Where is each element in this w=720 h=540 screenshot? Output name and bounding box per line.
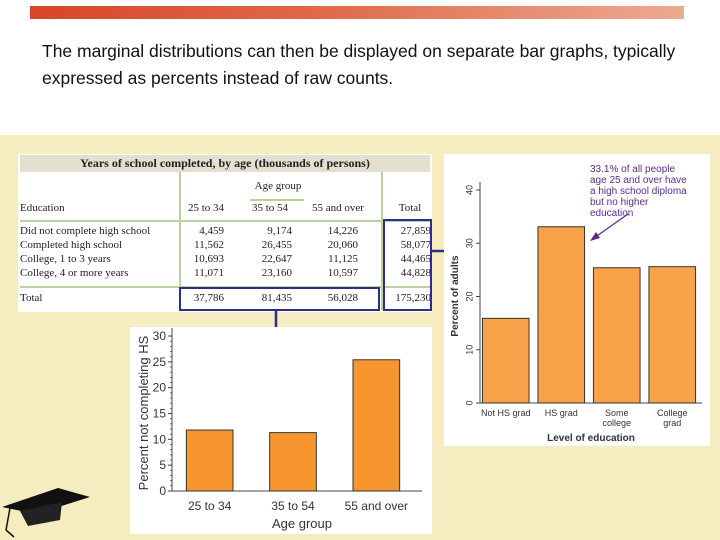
- bar: [269, 432, 317, 492]
- table-cell: 20,060: [327, 239, 358, 251]
- y-tick-label: 15: [153, 407, 167, 421]
- group-underline: [250, 199, 304, 201]
- x-tick-label: Not HS grad: [481, 408, 531, 418]
- y-tick-label: 5: [159, 458, 166, 472]
- total-column-highlight: [383, 219, 432, 311]
- y-tick-label: 20: [153, 381, 167, 395]
- table-cell: 23,160: [261, 267, 292, 279]
- table-cell: 11,071: [194, 267, 224, 279]
- table-cell: 11,562: [194, 239, 224, 251]
- row-label: College, 1 to 3 years: [20, 253, 111, 265]
- chart-annotation: 33.1% of all people age 25 and over have…: [590, 164, 687, 219]
- y-tick-label: 10: [464, 345, 474, 355]
- y-axis-label: Percent of adults: [450, 255, 461, 337]
- title-accent-bar: [30, 6, 684, 19]
- y-tick-label: 10: [153, 432, 167, 446]
- table-title: Years of school completed, by age (thous…: [20, 155, 430, 172]
- total-row-highlight: [179, 287, 380, 311]
- table-cell: 22,647: [261, 253, 292, 265]
- bar: [352, 359, 401, 492]
- row-label: Did not complete high school: [20, 225, 151, 237]
- slide-text: The marginal distributions can then be d…: [42, 41, 676, 88]
- x-tick-label: grad: [663, 418, 681, 428]
- annotation-arrow: [593, 213, 629, 239]
- annotation-arrow-head: [590, 232, 600, 241]
- total-cell: 81,435: [261, 292, 292, 304]
- x-axis-label: Age group: [272, 516, 332, 531]
- table-cell: 58,077: [400, 239, 431, 251]
- y-axis-label: Percent not completing HS: [136, 335, 151, 490]
- column-header: 35 to 54: [251, 202, 289, 214]
- table-cell: 10,597: [327, 267, 358, 279]
- total-cell: 56,028: [327, 292, 358, 304]
- table-hline-header: [20, 220, 430, 222]
- row-label: Completed high school: [20, 239, 123, 251]
- age-group-label: Age group: [254, 180, 302, 192]
- table-cell: 44,465: [400, 253, 431, 265]
- x-axis-label: Level of education: [547, 433, 635, 444]
- y-tick-label: 30: [153, 329, 167, 343]
- table-cell: 27,859: [400, 225, 431, 237]
- x-tick-label: college: [602, 418, 631, 428]
- total-cell: 175,230: [395, 292, 431, 304]
- y-tick-label: 30: [464, 238, 474, 248]
- total-header: Total: [398, 202, 422, 214]
- table-vline-label: [179, 172, 181, 310]
- x-tick-label: 35 to 54: [271, 499, 315, 513]
- y-tick-label: 0: [464, 400, 474, 405]
- table-cell: 11,125: [328, 253, 358, 265]
- table-vline-total: [381, 172, 383, 310]
- bar: [185, 429, 234, 492]
- y-tick-label: 40: [464, 185, 474, 195]
- table-cell: 14,226: [327, 225, 358, 237]
- x-tick-label: College: [657, 408, 688, 418]
- bar: [481, 317, 530, 404]
- bar: [592, 267, 641, 404]
- table-cell: 4,459: [199, 225, 224, 237]
- table-cell: 10,693: [193, 253, 224, 265]
- bar: [648, 266, 697, 404]
- education-header: Education: [20, 202, 65, 214]
- table-hline-total: [20, 286, 430, 288]
- table-cell: 26,455: [261, 239, 292, 251]
- x-tick-label: 25 to 34: [188, 499, 232, 513]
- table-cell: 9,174: [267, 225, 292, 237]
- column-header: 55 and over: [312, 202, 364, 214]
- y-tick-label: 25: [153, 355, 167, 369]
- column-header: 25 to 34: [187, 202, 225, 214]
- total-row-label: Total: [20, 292, 43, 304]
- bar: [537, 226, 586, 404]
- two-way-table: [18, 154, 432, 312]
- x-tick-label: Some: [605, 408, 629, 418]
- y-tick-label: 0: [159, 484, 166, 498]
- x-tick-label: HS grad: [545, 408, 578, 418]
- total-cell: 37,786: [193, 292, 224, 304]
- y-tick-label: 20: [464, 291, 474, 301]
- table-cell: 44,828: [400, 267, 431, 279]
- row-label: College, 4 or more years: [20, 267, 129, 279]
- x-tick-label: 55 and over: [345, 499, 408, 513]
